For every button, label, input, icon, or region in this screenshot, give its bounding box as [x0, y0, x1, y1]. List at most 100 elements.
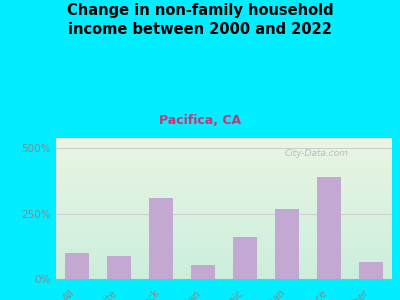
- Bar: [56, 207, 392, 208]
- Bar: [56, 170, 392, 172]
- Bar: [56, 187, 392, 189]
- Bar: [56, 168, 392, 169]
- Bar: [56, 194, 392, 196]
- Bar: [56, 235, 392, 237]
- Bar: [108, 256, 130, 279]
- Bar: [56, 221, 392, 223]
- Bar: [56, 244, 392, 245]
- Bar: [56, 142, 392, 144]
- Bar: [56, 196, 392, 197]
- Text: Pacifica, CA: Pacifica, CA: [159, 114, 241, 127]
- Bar: [56, 276, 392, 278]
- Bar: [66, 253, 88, 279]
- Bar: [56, 156, 392, 158]
- Bar: [56, 261, 392, 262]
- Bar: [56, 234, 392, 235]
- Bar: [56, 189, 392, 190]
- Bar: [56, 225, 392, 227]
- Bar: [56, 217, 392, 218]
- Bar: [56, 272, 392, 273]
- Bar: [56, 254, 392, 255]
- Bar: [56, 255, 392, 256]
- Bar: [56, 203, 392, 204]
- Bar: [56, 173, 392, 175]
- Bar: [56, 144, 392, 145]
- Bar: [56, 202, 392, 203]
- Bar: [56, 223, 392, 224]
- Bar: [56, 151, 392, 152]
- Bar: [56, 186, 392, 187]
- Bar: [56, 248, 392, 249]
- Bar: [56, 199, 392, 200]
- Bar: [56, 245, 392, 247]
- Bar: [192, 265, 214, 279]
- Bar: [56, 179, 392, 180]
- Bar: [56, 228, 392, 230]
- Bar: [56, 175, 392, 176]
- Bar: [56, 192, 392, 193]
- Bar: [56, 263, 392, 265]
- Bar: [56, 180, 392, 182]
- Bar: [56, 166, 392, 168]
- Bar: [56, 242, 392, 244]
- Text: Change in non-family household
income between 2000 and 2022: Change in non-family household income be…: [67, 3, 333, 37]
- Bar: [56, 182, 392, 183]
- Bar: [56, 278, 392, 279]
- Bar: [56, 204, 392, 206]
- Bar: [56, 184, 392, 186]
- Bar: [276, 208, 298, 279]
- Bar: [56, 241, 392, 242]
- Bar: [56, 176, 392, 178]
- Bar: [56, 164, 392, 165]
- Bar: [56, 172, 392, 173]
- Bar: [56, 213, 392, 214]
- Bar: [56, 138, 392, 140]
- Bar: [56, 266, 392, 268]
- Bar: [56, 165, 392, 166]
- Bar: [56, 183, 392, 184]
- Bar: [56, 193, 392, 194]
- Bar: [56, 149, 392, 151]
- Bar: [56, 197, 392, 199]
- Bar: [56, 237, 392, 238]
- Bar: [56, 238, 392, 239]
- Bar: [56, 210, 392, 211]
- Bar: [56, 275, 392, 276]
- Bar: [56, 227, 392, 228]
- Bar: [56, 231, 392, 232]
- Bar: [56, 268, 392, 269]
- Bar: [56, 214, 392, 215]
- Bar: [56, 232, 392, 234]
- Bar: [56, 262, 392, 263]
- Bar: [56, 158, 392, 159]
- Bar: [56, 215, 392, 217]
- Bar: [56, 258, 392, 259]
- Bar: [56, 206, 392, 207]
- Bar: [56, 146, 392, 148]
- Bar: [150, 198, 172, 279]
- Bar: [56, 224, 392, 225]
- Bar: [56, 265, 392, 266]
- Bar: [56, 251, 392, 252]
- Bar: [56, 269, 392, 271]
- Bar: [56, 140, 392, 141]
- Bar: [56, 159, 392, 160]
- Bar: [56, 218, 392, 220]
- Bar: [56, 178, 392, 179]
- Bar: [56, 249, 392, 251]
- Text: City-Data.com: City-Data.com: [284, 149, 348, 158]
- Bar: [56, 145, 392, 146]
- Bar: [56, 259, 392, 261]
- Bar: [56, 169, 392, 170]
- Bar: [360, 262, 382, 279]
- Bar: [56, 211, 392, 213]
- Bar: [56, 148, 392, 149]
- Bar: [234, 237, 256, 279]
- Bar: [56, 200, 392, 202]
- Bar: [56, 141, 392, 142]
- Bar: [56, 239, 392, 241]
- Bar: [56, 162, 392, 164]
- Bar: [56, 152, 392, 154]
- Bar: [56, 230, 392, 231]
- Bar: [56, 155, 392, 156]
